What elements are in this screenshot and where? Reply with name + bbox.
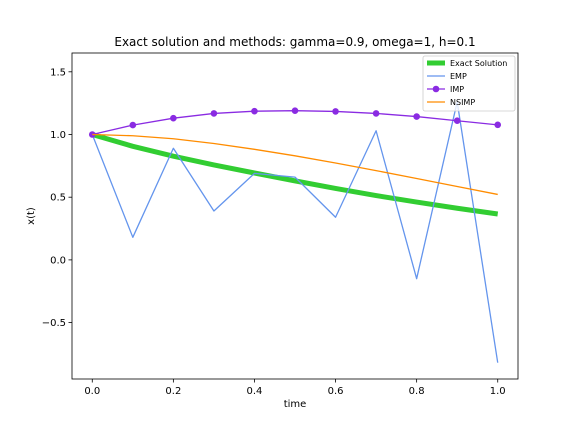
data-point-imp bbox=[211, 110, 218, 117]
x-tick-label: 0.2 bbox=[165, 386, 181, 397]
data-point-imp bbox=[413, 113, 420, 120]
y-axis-label: x(t) bbox=[26, 207, 37, 225]
data-point-imp bbox=[251, 108, 258, 115]
y-tick-label: 1.5 bbox=[50, 67, 66, 78]
x-tick-label: 0.4 bbox=[247, 386, 263, 397]
data-point-imp bbox=[170, 115, 177, 122]
legend-label-imp: IMP bbox=[450, 85, 464, 94]
chart-title: Exact solution and methods: gamma=0.9, o… bbox=[114, 35, 475, 49]
y-tick-label: 0.0 bbox=[50, 255, 66, 266]
x-tick-label: 1.0 bbox=[490, 386, 506, 397]
x-tick-label: 0.6 bbox=[328, 386, 344, 397]
legend-label-exact-solution: Exact Solution bbox=[450, 59, 507, 68]
legend-marker-imp bbox=[433, 86, 440, 93]
x-axis-label: time bbox=[284, 399, 307, 410]
data-point-imp bbox=[454, 117, 461, 124]
legend-label-emp: EMP bbox=[450, 72, 467, 81]
data-point-imp bbox=[373, 110, 380, 117]
y-tick-label: 0.5 bbox=[50, 193, 66, 204]
data-point-imp bbox=[130, 122, 137, 129]
data-point-imp bbox=[494, 122, 501, 129]
legend-label-nsimp: NSIMP bbox=[450, 98, 475, 107]
data-point-imp bbox=[292, 107, 299, 114]
x-tick-label: 0.8 bbox=[409, 386, 425, 397]
y-tick-label: 1.0 bbox=[50, 130, 66, 141]
y-tick-label: −0.5 bbox=[42, 318, 66, 329]
legend: Exact Solution EMP IMP NSIMP bbox=[423, 56, 515, 111]
data-point-imp bbox=[332, 108, 339, 115]
x-tick-label: 0.0 bbox=[84, 386, 100, 397]
